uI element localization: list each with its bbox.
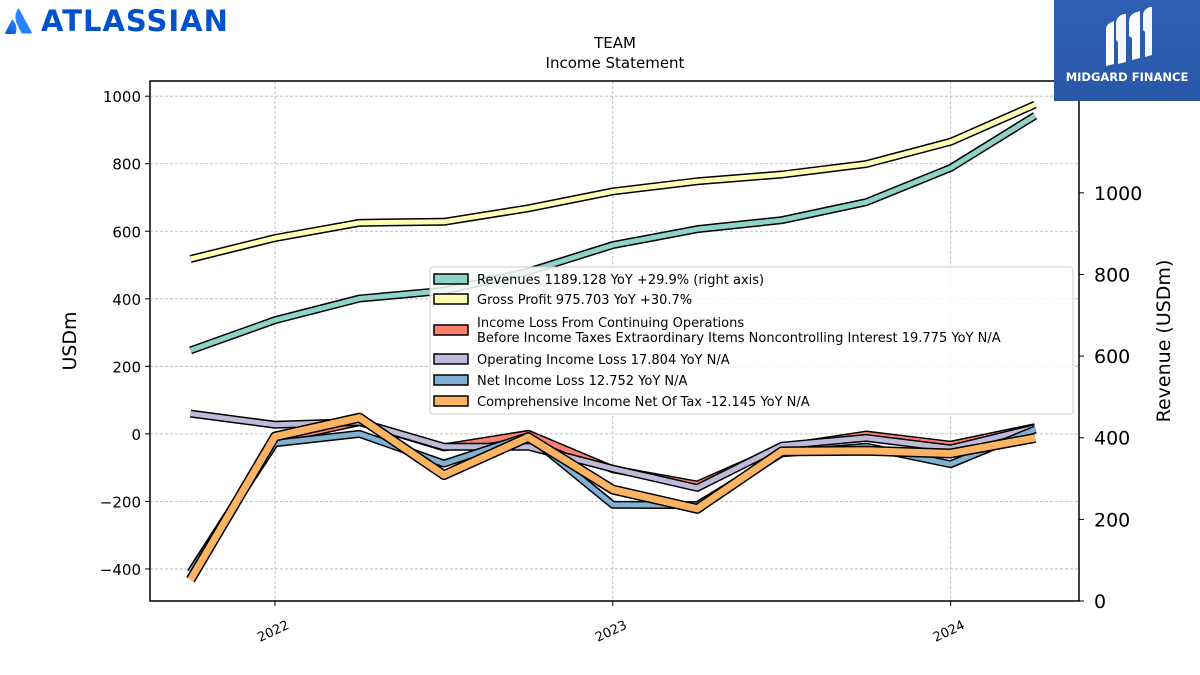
legend-label-3: Operating Income Loss 17.804 YoY N/A xyxy=(477,353,730,368)
left-tick-label: 800 xyxy=(112,156,141,174)
right-tick-label: 0 xyxy=(1094,591,1106,613)
left-tick-label: 200 xyxy=(112,358,141,376)
midgard-finance-logo: MIDGARD FINANCE xyxy=(1054,0,1200,101)
right-tick-label: 400 xyxy=(1094,428,1130,450)
legend-box xyxy=(429,266,1074,415)
x-tick-label: 2022 xyxy=(255,618,291,646)
legend-label-4: Net Income Loss 12.752 YoY N/A xyxy=(477,374,688,389)
x-tick-label: 2024 xyxy=(931,618,967,646)
chart-subtitle: Income Statement xyxy=(546,54,685,72)
midgard-mark-icon xyxy=(1106,7,1152,66)
legend-label-5: Comprehensive Income Net Of Tax -12.145 … xyxy=(477,395,810,410)
atlassian-logo: ATLASSIAN xyxy=(5,4,229,38)
left-tick-label: 400 xyxy=(112,291,141,309)
right-tick-label: 800 xyxy=(1094,264,1130,286)
legend-label-2-line2: Before Income Taxes Extraordinary Items … xyxy=(477,331,1001,346)
right-axis-label: Revenue (USDm) xyxy=(1153,260,1175,423)
right-tick-label: 200 xyxy=(1094,509,1130,531)
x-axis: 2022 2023 2024 xyxy=(255,601,967,646)
series-line-0 xyxy=(189,113,1037,353)
series-line-1 xyxy=(189,102,1037,262)
legend-swatch-5 xyxy=(433,395,469,407)
left-tick-label: 0 xyxy=(131,426,141,444)
atlassian-mark-icon xyxy=(5,8,32,34)
midgard-finance-wordmark: MIDGARD FINANCE xyxy=(1065,70,1189,84)
series-line-5 xyxy=(187,414,1036,582)
legend-swatch-4 xyxy=(433,374,469,386)
left-tick-label: −200 xyxy=(100,493,141,511)
right-tick-label: 600 xyxy=(1094,346,1130,368)
left-axis: −400 −200 0 200 400 600 800 1000 xyxy=(100,88,150,579)
atlassian-wordmark: ATLASSIAN xyxy=(41,4,229,38)
chart-title: TEAM xyxy=(593,34,636,52)
legend-swatch-2 xyxy=(433,324,469,336)
x-tick-label: 2023 xyxy=(593,618,629,646)
legend: Revenues 1189.128 YoY +29.9% (right axis… xyxy=(429,266,1074,415)
right-axis: 0 200 400 600 800 1000 xyxy=(1079,183,1142,613)
right-tick-label: 1000 xyxy=(1094,183,1142,205)
left-tick-label: 1000 xyxy=(103,88,141,106)
left-tick-label: −400 xyxy=(100,561,141,579)
legend-label-2-line1: Income Loss From Continuing Operations xyxy=(477,316,744,331)
legend-swatch-1 xyxy=(433,293,469,305)
legend-label-1: Gross Profit 975.703 YoY +30.7% xyxy=(477,293,692,308)
series-lines xyxy=(186,100,1038,583)
legend-swatch-0 xyxy=(433,273,469,285)
legend-label-0: Revenues 1189.128 YoY +29.9% (right axis… xyxy=(477,273,764,288)
left-tick-label: 600 xyxy=(112,223,141,241)
left-axis-label: USDm xyxy=(59,311,81,370)
legend-swatch-3 xyxy=(433,353,469,365)
plot-frame xyxy=(149,80,1080,602)
